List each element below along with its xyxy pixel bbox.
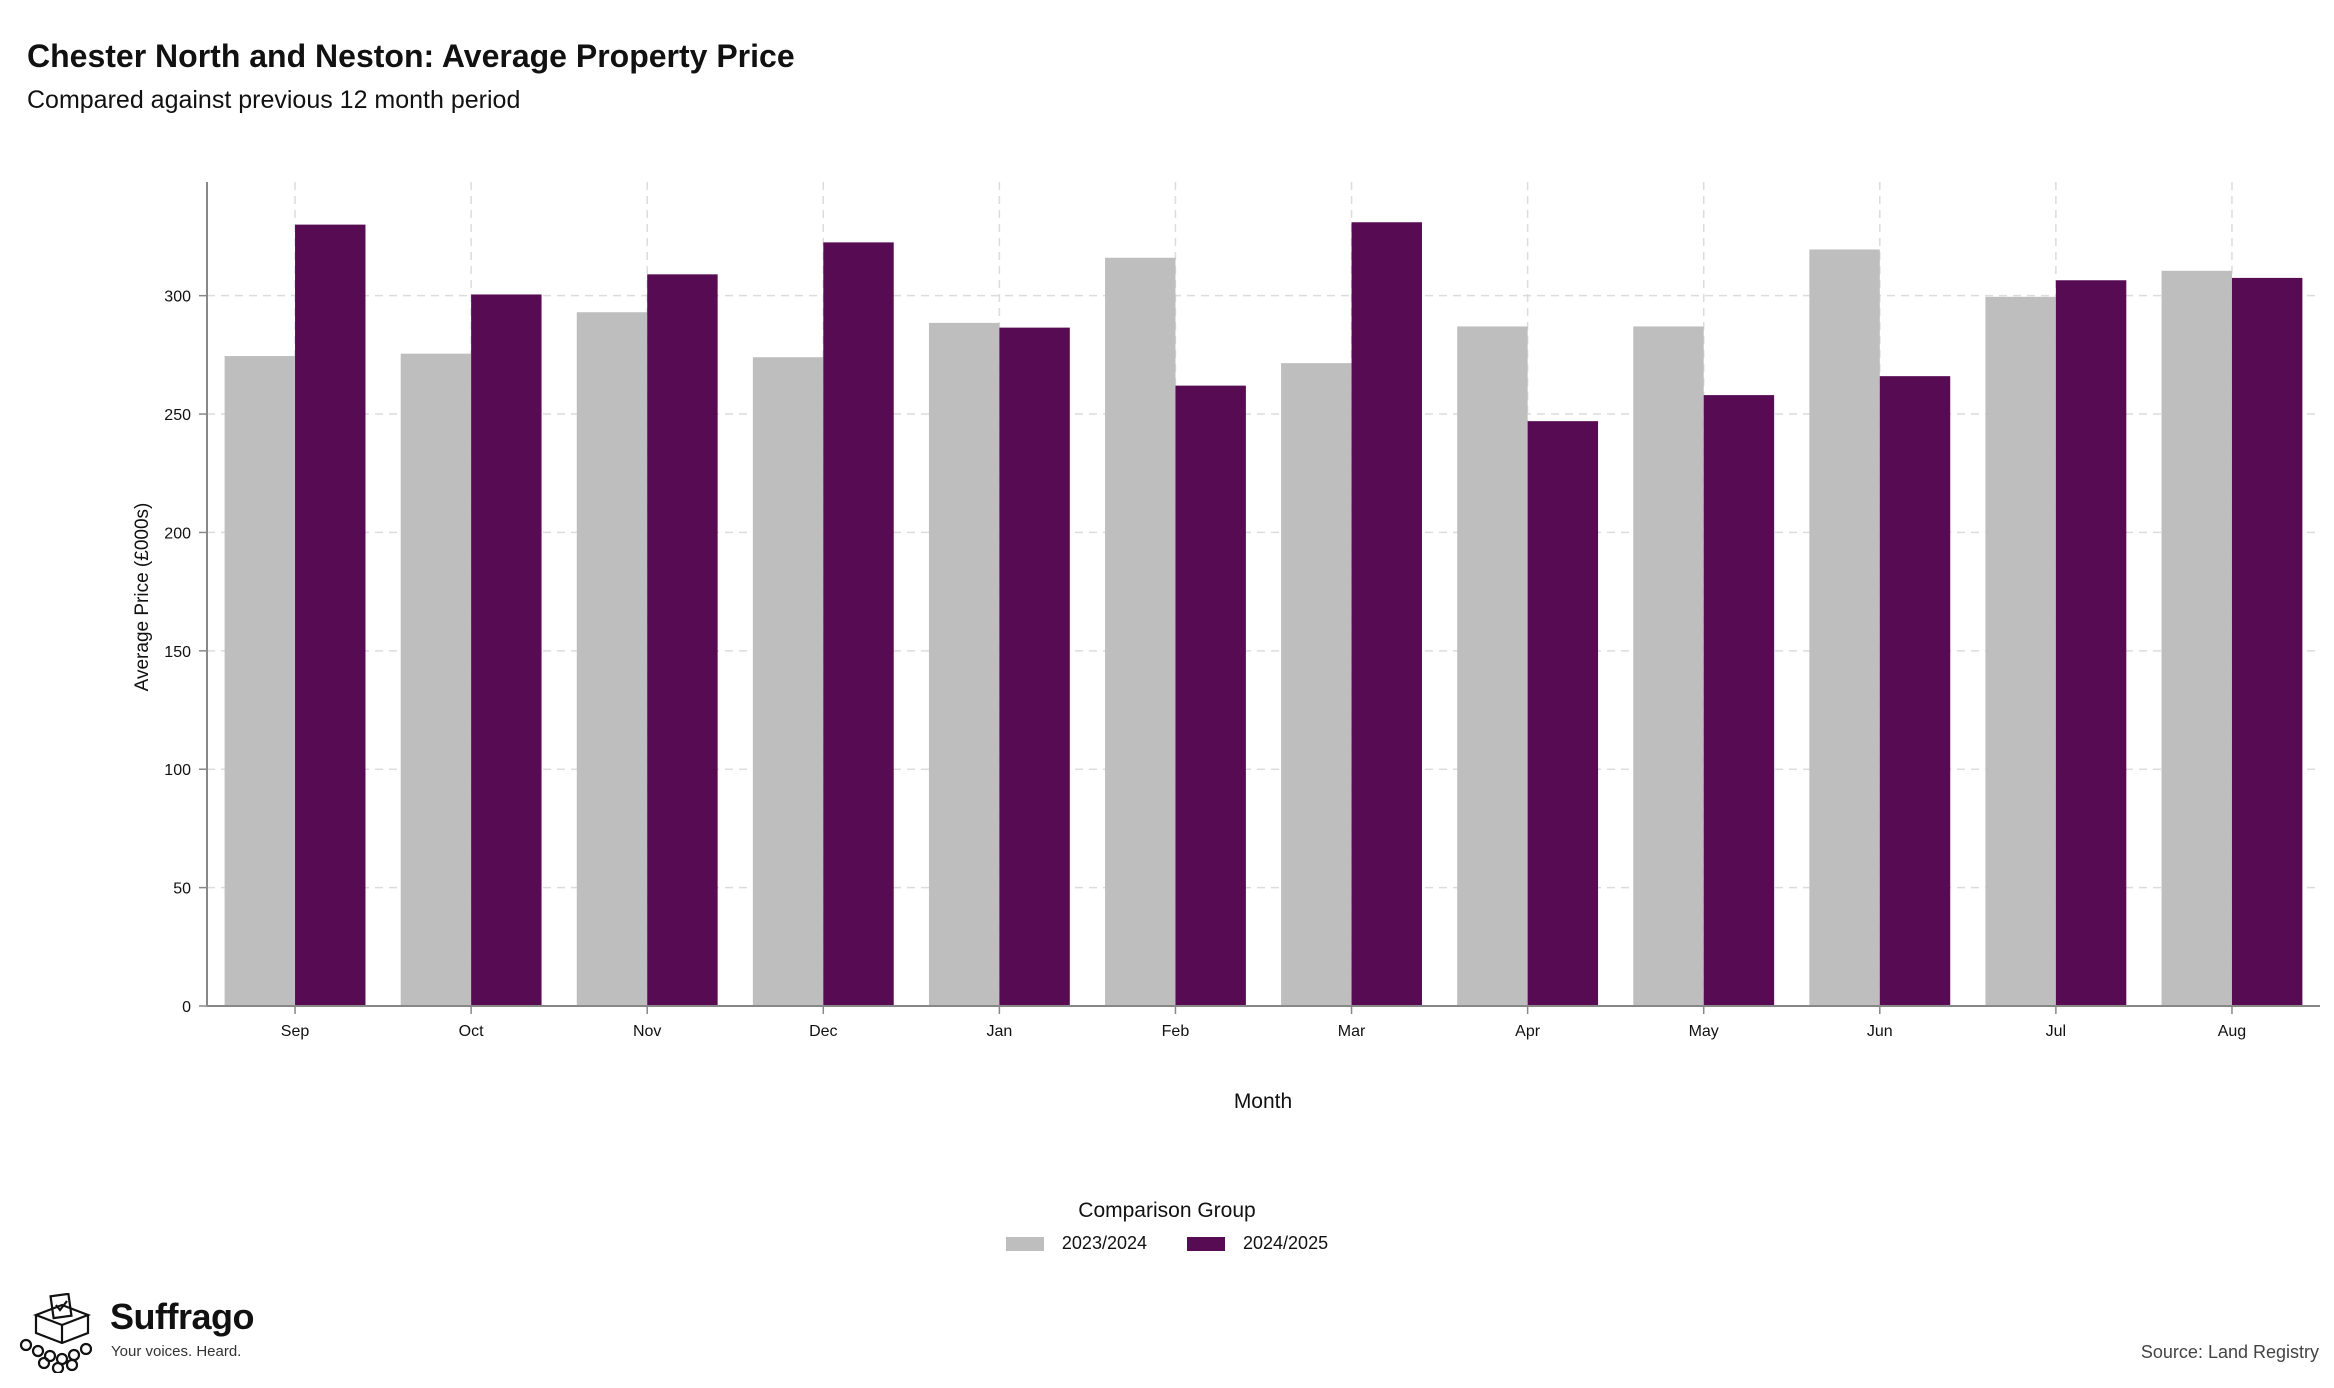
bar-may-2024-2025 bbox=[1703, 395, 1775, 1006]
brand-tagline: Your voices. Heard. bbox=[111, 1343, 242, 1360]
bar-nov-2023-2024 bbox=[576, 312, 648, 1007]
bar-mar-2023-2024 bbox=[1281, 363, 1352, 1006]
x-tick-label: Feb bbox=[1162, 1023, 1190, 1040]
x-axis-label: Month bbox=[1234, 1090, 1292, 1113]
y-tick-label: 250 bbox=[164, 407, 191, 424]
x-tick-label: Aug bbox=[2218, 1023, 2246, 1040]
bars bbox=[224, 222, 2303, 1007]
bar-apr-2023-2024 bbox=[1457, 326, 1528, 1006]
y-axis-label: Average Price (£000s) bbox=[132, 503, 153, 692]
x-tick-label: Mar bbox=[1338, 1023, 1366, 1040]
bar-jan-2023-2024 bbox=[928, 322, 1000, 1006]
y-tick-label: 0 bbox=[182, 999, 191, 1016]
bar-oct-2023-2024 bbox=[400, 353, 472, 1007]
tick-labels: 0 50 100 150 200 250 300 Sep Oct Nov Dec Jan Feb Mar A… bbox=[164, 289, 2246, 1040]
bar-feb-2023-2024 bbox=[1105, 257, 1176, 1006]
axes bbox=[199, 182, 2320, 1014]
x-tick-label: Sep bbox=[281, 1023, 310, 1040]
legend-label: 2023/2024 bbox=[1061, 1233, 1147, 1253]
bar-aug-2023-2024 bbox=[2161, 270, 2232, 1006]
y-tick-label: 150 bbox=[164, 644, 191, 661]
bar-jul-2023-2024 bbox=[1985, 296, 2056, 1006]
source-note: Source: Land Registry bbox=[2140, 1342, 2319, 1362]
y-tick-label: 300 bbox=[164, 289, 191, 306]
bar-jan-2024-2025 bbox=[999, 327, 1070, 1006]
x-tick-label: Jul bbox=[2046, 1023, 2066, 1040]
bar-dec-2023-2024 bbox=[752, 357, 824, 1006]
bar-jul-2024-2025 bbox=[2055, 280, 2127, 1006]
x-tick-label: May bbox=[1689, 1023, 1719, 1040]
bar-sep-2023-2024 bbox=[224, 356, 296, 1006]
legend-swatch bbox=[1187, 1236, 1225, 1251]
legend: 2023/2024 2024/2025 bbox=[0, 1233, 2334, 1254]
legend-item-2023-2024: 2023/2024 bbox=[1005, 1233, 1147, 1254]
brand-name: Suffrago bbox=[110, 1296, 255, 1337]
x-tick-label: Dec bbox=[809, 1023, 837, 1040]
bar-chart: 0 50 100 150 200 250 300 Sep Oct Nov Dec Jan Feb Mar A… bbox=[132, 182, 2320, 1113]
legend-item-2024-2025: 2024/2025 bbox=[1187, 1233, 1328, 1254]
legend-label: 2024/2025 bbox=[1243, 1233, 1329, 1253]
bar-aug-2024-2025 bbox=[2231, 277, 2303, 1006]
bar-jun-2024-2025 bbox=[1879, 376, 1951, 1007]
bar-sep-2024-2025 bbox=[295, 224, 366, 1006]
x-tick-label: Nov bbox=[633, 1023, 661, 1040]
bar-mar-2024-2025 bbox=[1351, 222, 1422, 1006]
bar-dec-2024-2025 bbox=[823, 242, 894, 1007]
x-tick-label: Apr bbox=[1515, 1023, 1541, 1040]
bar-jun-2023-2024 bbox=[1809, 249, 1880, 1006]
bar-feb-2024-2025 bbox=[1175, 385, 1246, 1006]
bar-may-2023-2024 bbox=[1633, 326, 1704, 1006]
x-tick-label: Jan bbox=[986, 1023, 1012, 1040]
bar-nov-2024-2025 bbox=[647, 274, 718, 1006]
y-tick-label: 200 bbox=[164, 525, 191, 542]
chart-subtitle: Compared against previous 12 month perio… bbox=[27, 86, 521, 114]
legend-title: Comparison Group bbox=[1078, 1199, 1256, 1222]
y-tick-label: 50 bbox=[173, 881, 191, 898]
y-tick-label: 100 bbox=[164, 762, 191, 779]
x-tick-label: Oct bbox=[459, 1023, 484, 1040]
chart-title: Chester North and Neston: Average Proper… bbox=[27, 38, 795, 74]
bar-apr-2024-2025 bbox=[1527, 421, 1599, 1006]
bar-oct-2024-2025 bbox=[471, 294, 542, 1006]
x-tick-label: Jun bbox=[1867, 1023, 1893, 1040]
legend-swatch bbox=[1005, 1236, 1044, 1251]
ballot-box-icon bbox=[19, 1293, 93, 1373]
